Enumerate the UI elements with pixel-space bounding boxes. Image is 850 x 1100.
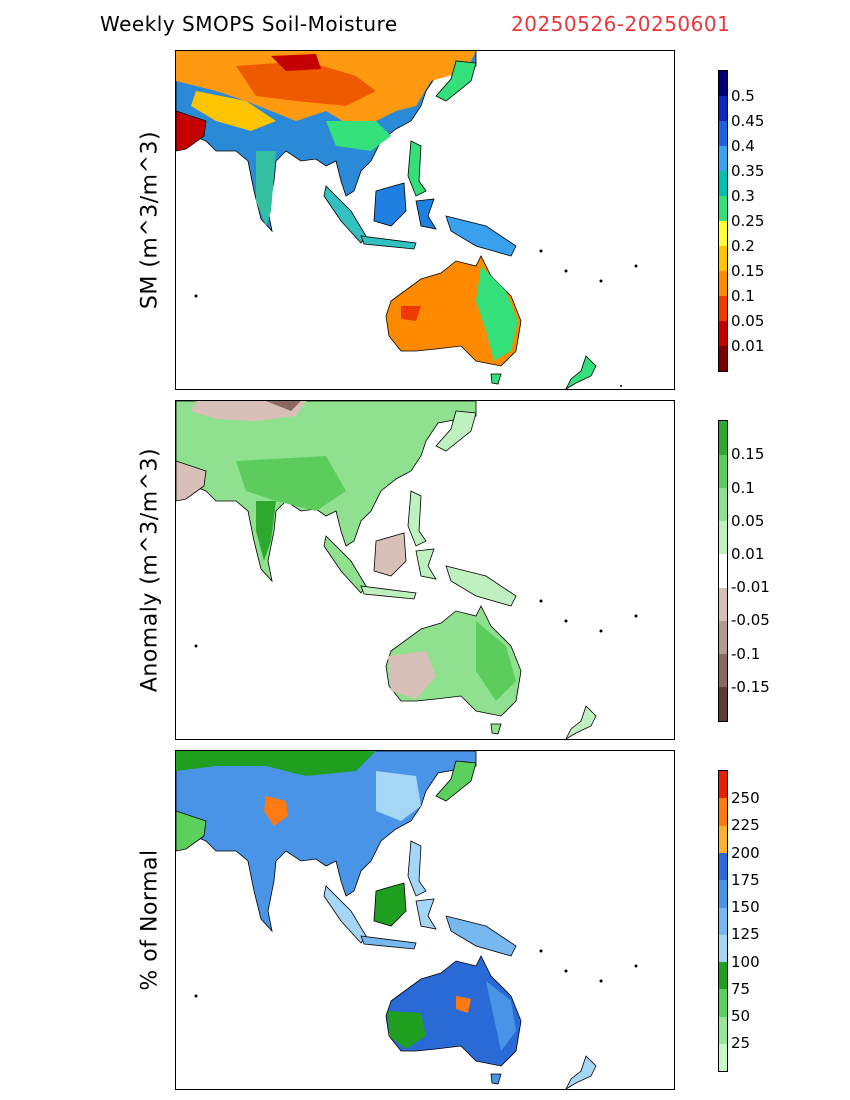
- java: [360, 585, 417, 600]
- new-zealand: [565, 1055, 597, 1089]
- sm-tick: 0.15: [731, 262, 765, 280]
- australia-hot-spots: [456, 996, 471, 1013]
- sm-tick: 0.35: [731, 162, 765, 180]
- asia-dry-core: [236, 61, 376, 106]
- pct-map: [176, 751, 638, 1089]
- australia-dry: [388, 651, 436, 699]
- arabia: [176, 110, 207, 152]
- australia-east-wet: [476, 266, 518, 361]
- japan: [435, 760, 477, 802]
- sm-tick: 0.1: [731, 287, 755, 305]
- sumatra: [323, 535, 367, 594]
- anomaly-tick: -0.15: [731, 678, 770, 696]
- pct-tick: 50: [731, 1007, 751, 1025]
- anomaly-map: [176, 401, 638, 739]
- sumatra: [323, 185, 367, 244]
- sulawesi: [415, 198, 437, 230]
- asia-light-blue: [376, 771, 421, 821]
- philippines: [407, 490, 427, 547]
- anomaly-map-panel: [175, 400, 675, 740]
- panel-pct-ylabel: % of Normal: [137, 849, 163, 991]
- asia-green-south: [236, 456, 346, 511]
- anomaly-tick: -0.1: [731, 645, 761, 663]
- borneo: [373, 182, 407, 227]
- asia-red-spots: [271, 54, 321, 71]
- sm-map-panel: [175, 50, 675, 390]
- australia-red-spots: [401, 306, 421, 321]
- new-zealand: [565, 705, 597, 739]
- pct-tick: 100: [731, 953, 760, 971]
- sm-tick: 0.01: [731, 337, 765, 355]
- pct-map-panel: [175, 750, 675, 1090]
- java: [360, 235, 417, 250]
- asia-yellow-band: [191, 91, 276, 131]
- new-zealand: [565, 355, 597, 389]
- anomaly-tick: 0.1: [731, 479, 755, 497]
- sm-tick: 0.05: [731, 312, 765, 330]
- sm-tick: 0.2: [731, 237, 755, 255]
- date-range: 20250526-20250601: [511, 12, 731, 36]
- australia-east: [486, 981, 516, 1051]
- pct-tick: 75: [731, 980, 751, 998]
- sm-tick: 0.3: [731, 187, 755, 205]
- tasmania: [490, 373, 502, 385]
- sulawesi: [415, 548, 437, 580]
- sm-map: [176, 51, 638, 389]
- asia-dry-patches: [191, 401, 306, 421]
- sulawesi: [415, 898, 437, 930]
- arabia: [176, 810, 207, 852]
- pct-tick: 200: [731, 844, 760, 862]
- sm-tick: 0.5: [731, 87, 755, 105]
- sm-tick: 0.25: [731, 212, 765, 230]
- borneo: [373, 882, 407, 927]
- india-green: [256, 151, 276, 226]
- pct-colorbar: [718, 770, 728, 1072]
- pct-tick: 225: [731, 816, 760, 834]
- arabia: [176, 460, 207, 502]
- japan: [435, 410, 477, 452]
- anomaly-tick: -0.01: [731, 578, 770, 596]
- pct-tick: 175: [731, 871, 760, 889]
- asia-green-north: [176, 751, 376, 776]
- sm-colorbar: [718, 70, 728, 372]
- philippines: [407, 840, 427, 897]
- panel-anomaly-ylabel: Anomaly (m^3/m^3): [137, 447, 163, 693]
- anomaly-tick: 0.05: [731, 512, 765, 530]
- japan: [435, 60, 477, 102]
- new-guinea: [445, 565, 517, 607]
- australia-green-east: [476, 621, 516, 701]
- panel-sm-ylabel: SM (m^3/m^3): [137, 130, 163, 310]
- java: [360, 935, 417, 950]
- tasmania: [490, 723, 502, 735]
- anomaly-tick: 0.15: [731, 445, 765, 463]
- pct-tick: 250: [731, 789, 760, 807]
- borneo: [373, 532, 407, 577]
- philippines: [407, 140, 427, 197]
- pct-tick: 150: [731, 898, 760, 916]
- sm-tick: 0.4: [731, 137, 755, 155]
- tasmania: [490, 1073, 502, 1085]
- pct-tick: 25: [731, 1034, 751, 1052]
- asia-green-band: [326, 121, 391, 151]
- anomaly-tick: 0.01: [731, 545, 765, 563]
- new-guinea: [445, 915, 517, 957]
- pct-tick: 125: [731, 925, 760, 943]
- anomaly-colorbar: [718, 420, 728, 722]
- anomaly-tick: -0.05: [731, 611, 770, 629]
- india-hot-spots: [264, 796, 288, 826]
- australia-green-west: [388, 1011, 426, 1049]
- india-dark-green: [256, 501, 276, 561]
- sumatra: [323, 885, 367, 944]
- new-guinea: [445, 215, 517, 257]
- figure-title: Weekly SMOPS Soil-Moisture: [100, 12, 398, 36]
- asia-brown: [266, 401, 301, 411]
- sm-tick: 0.45: [731, 112, 765, 130]
